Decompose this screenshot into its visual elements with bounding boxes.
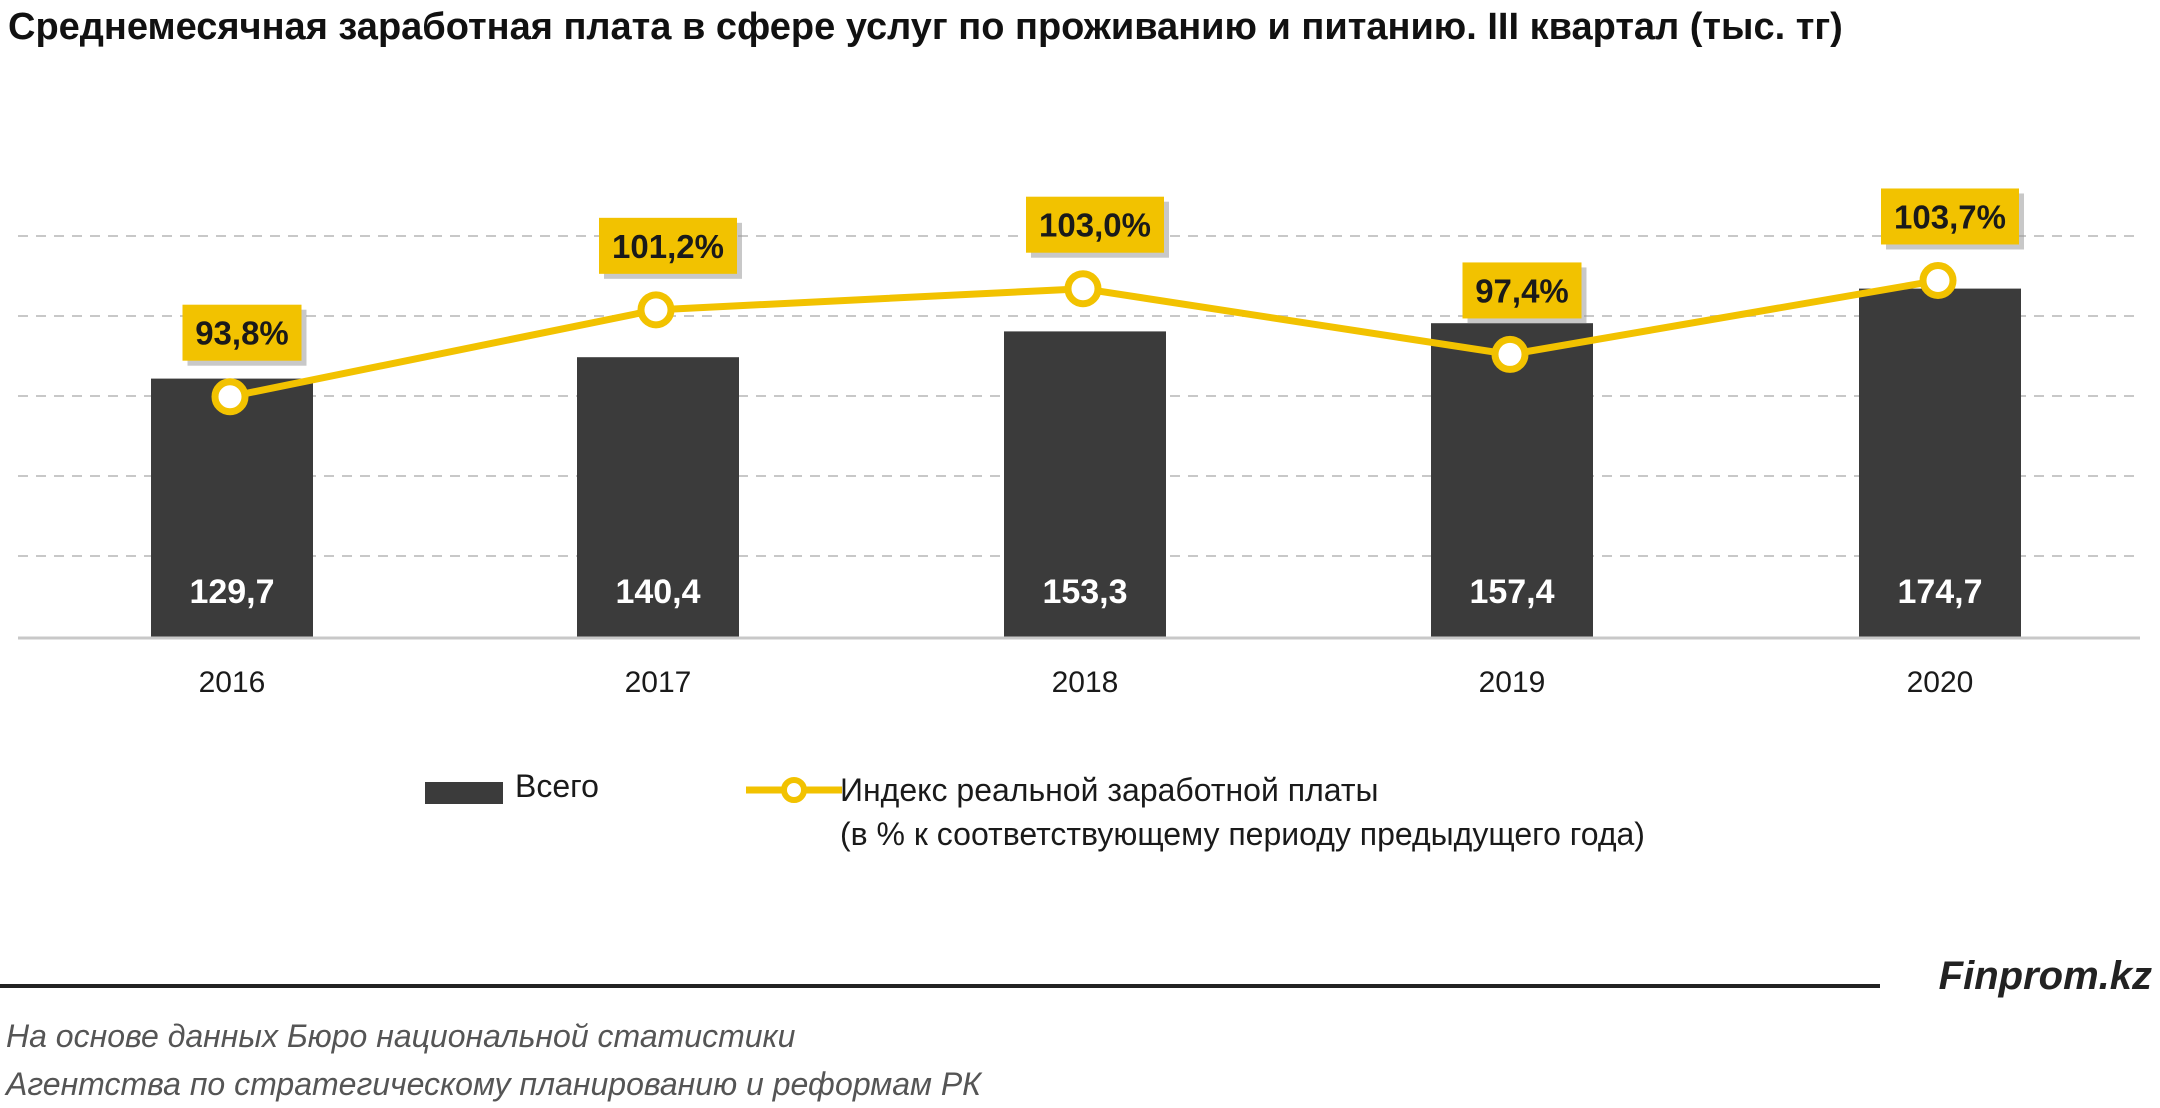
- index-point-2018: [1064, 270, 1102, 308]
- chart: 129,7 140,4 153,3 157,4 174,7 93,8% 101,2% 103,…: [18, 188, 2140, 699]
- bar-2016: [151, 378, 313, 638]
- legend-bar-label: Всего: [515, 768, 599, 804]
- bar-2018: [1004, 331, 1166, 638]
- bar-value-label: 129,7: [189, 573, 274, 611]
- footer-rule: [0, 984, 1880, 988]
- index-point-2017: [637, 291, 675, 329]
- index-label-2019: 97,4%: [1462, 262, 1587, 324]
- legend-line-label-2: (в % к соответствующему периоду предыдущ…: [840, 816, 1645, 852]
- bar-value-label: 174,7: [1897, 573, 1982, 611]
- x-tick-label: 2020: [1907, 666, 1974, 699]
- x-tick-label: 2017: [625, 666, 692, 699]
- index-value-label: 97,4%: [1475, 272, 1569, 309]
- grid-lines: [18, 235, 2140, 557]
- index-value-label: 93,8%: [195, 315, 289, 352]
- source-line-2: Агентства по стратегическому планировани…: [6, 1066, 982, 1102]
- index-line: [211, 261, 1957, 416]
- index-point-2016: [211, 378, 249, 416]
- brand-logo-text: Finprom.kz: [1938, 954, 2152, 998]
- bar-2019: [1431, 323, 1593, 638]
- index-label-2017: 101,2%: [599, 217, 742, 279]
- index-value-label: 103,0%: [1039, 207, 1151, 244]
- legend-line-swatch: [746, 777, 842, 803]
- x-axis: 2016 2017 2018 2019 2020: [18, 636, 2140, 699]
- index-value-label: 103,7%: [1894, 198, 2006, 235]
- bar-value-label: 153,3: [1042, 573, 1127, 611]
- legend-bar-swatch: [425, 782, 503, 804]
- bar-2020: [1859, 288, 2021, 638]
- chart-title: Среднемесячная заработная плата в сфере …: [8, 6, 1843, 48]
- x-tick-label: 2019: [1479, 666, 1546, 699]
- index-label-2020: 103,7%: [1881, 188, 2024, 250]
- source-line-1: На основе данных Бюро национальной стати…: [6, 1018, 796, 1054]
- x-tick-label: 2018: [1052, 666, 1119, 699]
- legend-line-label: Индекс реальной заработной платы (в % к …: [840, 768, 1645, 856]
- source-note: На основе данных Бюро национальной стати…: [6, 1012, 981, 1108]
- index-label-2018: 103,0%: [1026, 196, 1169, 258]
- bar-value-label: 157,4: [1469, 573, 1554, 611]
- index-point-2020: [1919, 261, 1957, 299]
- index-label-2016: 93,8%: [182, 304, 307, 366]
- data-labels: 129,7 140,4 153,3 157,4 174,7 93,8% 101,2% 103,…: [182, 188, 2024, 611]
- bars: [151, 288, 2021, 638]
- index-value-label: 101,2%: [612, 228, 724, 265]
- x-tick-label: 2016: [199, 666, 266, 699]
- bar-value-label: 140,4: [615, 573, 700, 611]
- index-point-2019: [1491, 335, 1529, 373]
- legend-line-label-1: Индекс реальной заработной платы: [840, 772, 1379, 808]
- bar-2017: [577, 357, 739, 638]
